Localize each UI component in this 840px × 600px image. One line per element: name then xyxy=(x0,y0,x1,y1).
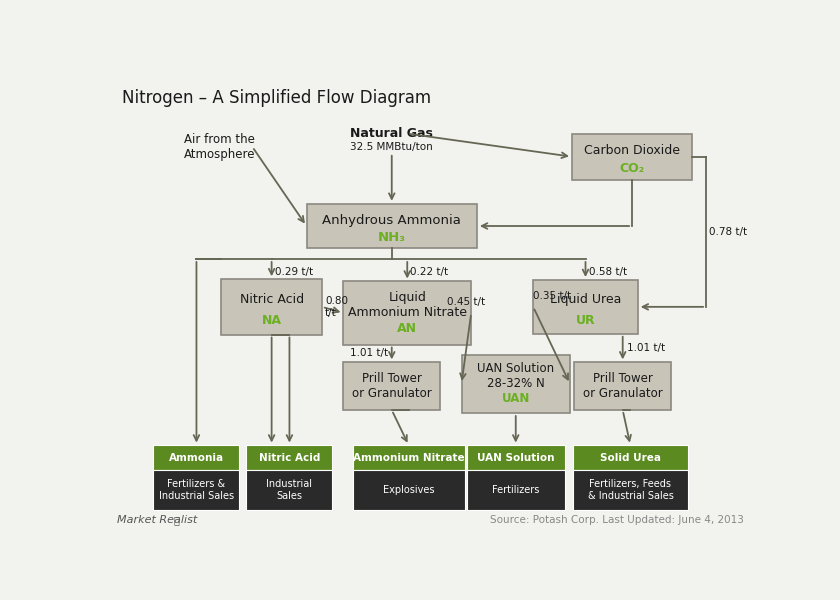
Text: Liquid Urea: Liquid Urea xyxy=(550,293,622,307)
Text: NH₃: NH₃ xyxy=(378,230,406,244)
Text: Nitrogen – A Simplified Flow Diagram: Nitrogen – A Simplified Flow Diagram xyxy=(122,89,431,107)
Text: UR: UR xyxy=(575,314,596,327)
Bar xyxy=(246,445,333,470)
Text: Carbon Dioxide: Carbon Dioxide xyxy=(584,144,680,157)
Text: Prill Tower
or Granulator: Prill Tower or Granulator xyxy=(352,372,432,400)
Bar xyxy=(573,445,688,470)
Bar xyxy=(154,470,239,510)
Text: Prill Tower
or Granulator: Prill Tower or Granulator xyxy=(583,372,663,400)
Text: Natural Gas: Natural Gas xyxy=(350,127,433,140)
Bar xyxy=(467,470,564,510)
Bar xyxy=(353,445,465,470)
Text: Ⓠ: Ⓠ xyxy=(173,515,179,525)
FancyBboxPatch shape xyxy=(344,362,440,410)
Text: Ammonia: Ammonia xyxy=(169,453,224,463)
Text: 0.45 t/t: 0.45 t/t xyxy=(447,297,486,307)
Text: Fertilizers &
Industrial Sales: Fertilizers & Industrial Sales xyxy=(159,479,234,501)
Text: Nitric Acid: Nitric Acid xyxy=(239,293,304,306)
Text: 0.58 t/t: 0.58 t/t xyxy=(589,267,627,277)
Text: Anhydrous Ammonia: Anhydrous Ammonia xyxy=(323,214,461,227)
FancyBboxPatch shape xyxy=(307,203,477,248)
Text: Air from the
Atmosphere: Air from the Atmosphere xyxy=(184,133,255,161)
Text: Solid Urea: Solid Urea xyxy=(600,453,661,463)
Text: Fertilizers, Feeds
& Industrial Sales: Fertilizers, Feeds & Industrial Sales xyxy=(587,479,674,501)
Bar xyxy=(353,470,465,510)
Text: 0.29 t/t: 0.29 t/t xyxy=(275,267,312,277)
Text: UAN: UAN xyxy=(501,392,530,405)
Text: Liquid
Ammonium Nitrate: Liquid Ammonium Nitrate xyxy=(348,291,467,319)
Text: 0.22 t/t: 0.22 t/t xyxy=(411,267,449,277)
Text: Source: Potash Corp. Last Updated: June 4, 2013: Source: Potash Corp. Last Updated: June … xyxy=(491,515,744,525)
Text: 0.35 t/t: 0.35 t/t xyxy=(533,290,570,301)
Text: UAN Solution
28-32% N: UAN Solution 28-32% N xyxy=(477,362,554,390)
FancyBboxPatch shape xyxy=(221,279,322,335)
Bar xyxy=(246,470,333,510)
Text: UAN Solution: UAN Solution xyxy=(477,453,554,463)
Text: Explosives: Explosives xyxy=(383,485,434,495)
Bar xyxy=(467,445,564,470)
Text: 0.78 t/t: 0.78 t/t xyxy=(709,227,748,237)
Bar xyxy=(573,470,688,510)
Text: 0.80: 0.80 xyxy=(325,296,348,305)
FancyBboxPatch shape xyxy=(533,280,638,334)
FancyBboxPatch shape xyxy=(575,362,671,410)
Text: AN: AN xyxy=(397,322,417,335)
Bar xyxy=(154,445,239,470)
Text: 1.01 t/t: 1.01 t/t xyxy=(349,349,388,358)
Text: 32.5 MMBtu/ton: 32.5 MMBtu/ton xyxy=(350,142,433,152)
Text: NA: NA xyxy=(261,314,281,327)
Text: Nitric Acid: Nitric Acid xyxy=(259,453,320,463)
Text: 1.01 t/t: 1.01 t/t xyxy=(627,343,664,353)
Text: Fertilizers: Fertilizers xyxy=(492,485,539,495)
Text: CO₂: CO₂ xyxy=(619,162,644,175)
Text: Ammonium Nitrate: Ammonium Nitrate xyxy=(353,453,465,463)
Text: Industrial
Sales: Industrial Sales xyxy=(266,479,312,501)
FancyBboxPatch shape xyxy=(461,355,570,413)
FancyBboxPatch shape xyxy=(572,134,692,180)
Text: t/t: t/t xyxy=(325,308,337,318)
FancyBboxPatch shape xyxy=(344,281,471,344)
Text: Market Realist: Market Realist xyxy=(117,515,197,525)
